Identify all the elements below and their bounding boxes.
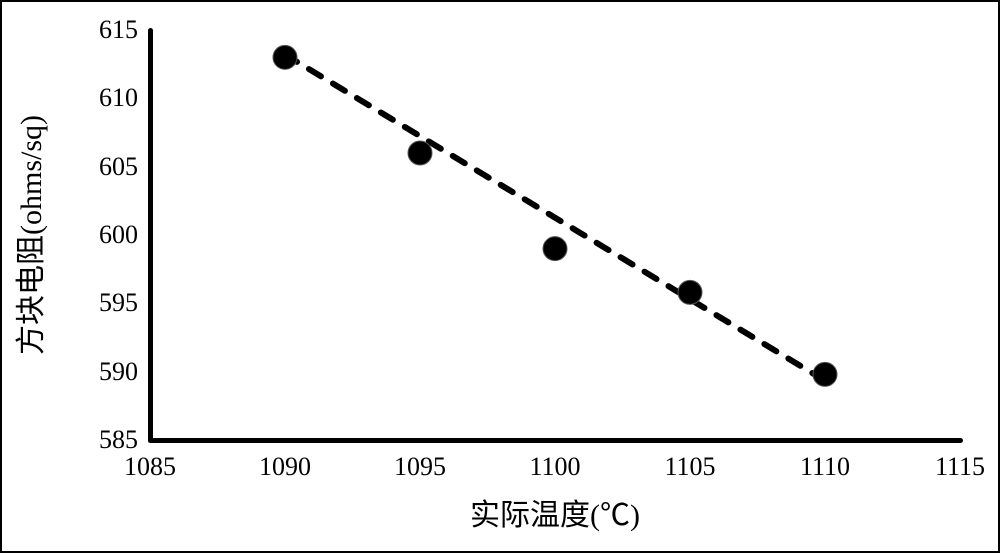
y-tick-label: 605: [99, 152, 138, 182]
y-tick-label: 615: [99, 15, 138, 45]
y-tick-label: 600: [99, 220, 138, 250]
x-tick-label: 1115: [935, 452, 985, 482]
x-tick-label: 1100: [529, 452, 580, 482]
y-tick-label: 585: [99, 425, 138, 455]
data-point: [678, 280, 702, 304]
data-point: [273, 45, 297, 69]
y-tick-label: 610: [99, 83, 138, 113]
y-axis-title: 方块电阻(ohms/sq): [6, 115, 50, 355]
data-point: [408, 141, 432, 165]
x-tick-label: 1090: [259, 452, 311, 482]
data-point: [543, 237, 567, 261]
x-tick-label: 1110: [800, 452, 850, 482]
y-axis-line: [148, 28, 153, 443]
trendline: [285, 55, 830, 384]
data-point: [813, 362, 837, 386]
y-tick-label: 595: [99, 288, 138, 318]
y-tick-label: 590: [99, 357, 138, 387]
x-tick-label: 1105: [664, 452, 715, 482]
x-tick-label: 1085: [124, 452, 176, 482]
x-axis-title: 实际温度(℃): [470, 490, 640, 534]
x-axis-line: [148, 438, 963, 443]
x-tick-label: 1095: [394, 452, 446, 482]
